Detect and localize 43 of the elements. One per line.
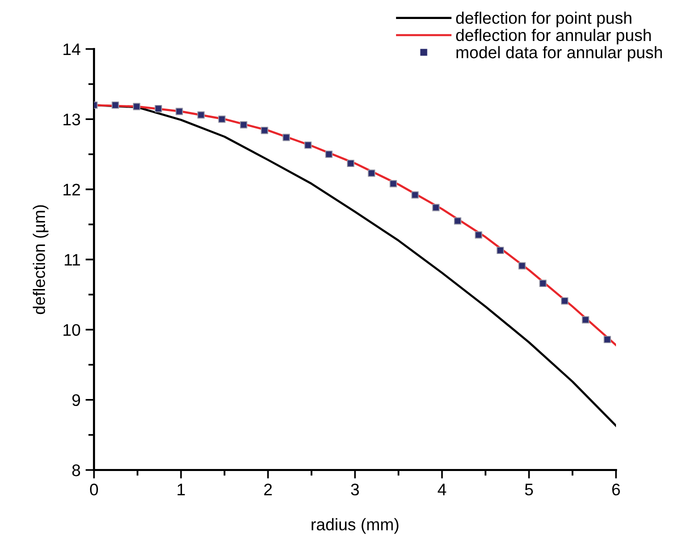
point <box>218 115 226 123</box>
legend-label: deflection for annular push <box>456 28 651 44</box>
point <box>304 141 312 149</box>
x-axis-title: radius (mm) <box>312 518 398 534</box>
point <box>454 217 462 225</box>
point <box>368 170 376 177</box>
point <box>325 150 333 158</box>
point <box>432 204 440 212</box>
point <box>176 108 183 116</box>
point <box>112 101 119 109</box>
point <box>132 102 140 110</box>
point <box>474 231 482 239</box>
point <box>411 191 419 199</box>
y-tick-label: 13 <box>64 114 80 126</box>
point <box>346 160 354 168</box>
point <box>539 280 547 288</box>
point <box>604 336 611 344</box>
legend-label: model data for annular push <box>456 46 662 62</box>
point <box>154 104 162 112</box>
legend-label: deflection for point push <box>456 12 632 28</box>
x-tick-label: 5 <box>525 484 533 496</box>
point <box>282 134 290 142</box>
point <box>240 121 248 128</box>
x-tick-label: 6 <box>612 484 620 496</box>
y-tick-label: 14 <box>64 44 80 56</box>
y-tick-label: 10 <box>64 324 80 336</box>
y-tick-label: 12 <box>64 184 80 196</box>
point <box>390 180 397 188</box>
y-tick-label: 8 <box>72 464 80 476</box>
point <box>518 262 526 270</box>
point <box>582 316 590 324</box>
point <box>260 126 268 134</box>
x-tick-label: 0 <box>90 484 98 496</box>
point <box>560 297 568 305</box>
y-tick-label: 11 <box>64 254 80 266</box>
x-tick-label: 4 <box>438 484 446 496</box>
y-axis-title: deflection (µm) <box>32 205 48 314</box>
y-tick-label: 9 <box>72 394 80 406</box>
point <box>496 246 504 254</box>
x-tick-label: 3 <box>351 484 359 496</box>
point <box>197 111 205 119</box>
x-tick-label: 2 <box>264 484 272 496</box>
x-tick-label: 1 <box>178 484 185 496</box>
